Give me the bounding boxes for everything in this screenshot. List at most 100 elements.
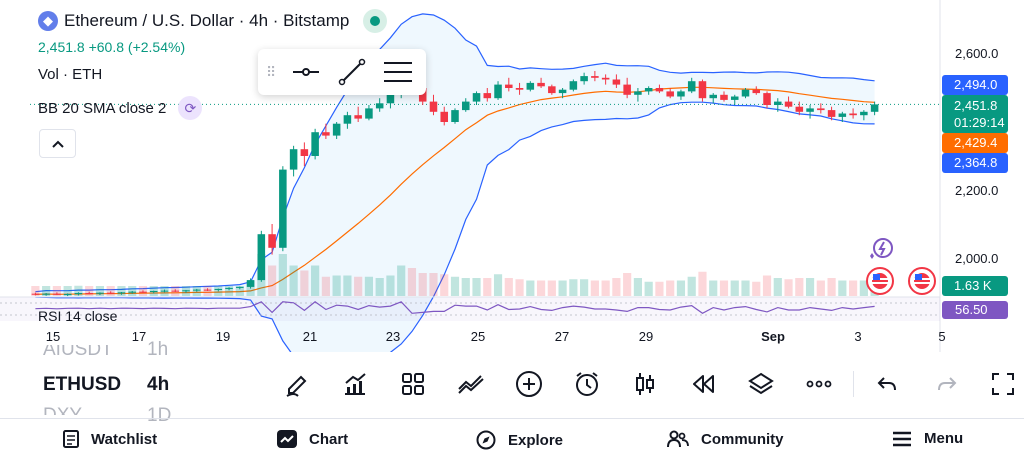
candle-body	[225, 287, 233, 289]
nav-explore[interactable]: Explore	[476, 430, 563, 450]
volume-bar	[773, 278, 782, 296]
nav-community[interactable]: Community	[667, 430, 784, 448]
us-flag-event-icon[interactable]	[908, 267, 936, 295]
volume-bar	[440, 274, 449, 296]
ethereum-icon: ◆	[38, 11, 58, 31]
chart-area[interactable]: ◆ Ethereum / U.S. Dollar · 4h · Bitstamp…	[0, 0, 1024, 352]
candle-body	[687, 81, 696, 92]
refresh-icon[interactable]: ⟳	[178, 96, 203, 120]
price-chart[interactable]	[0, 0, 1024, 352]
volume-bar	[106, 286, 115, 296]
alarm-icon[interactable]	[572, 369, 602, 399]
candle-body	[494, 84, 502, 99]
candle-body	[505, 84, 513, 88]
volume-bar	[321, 276, 330, 296]
candles-icon[interactable]	[630, 369, 660, 399]
volume-bar	[558, 280, 567, 296]
symbol-item[interactable]: AIUSDT	[43, 345, 113, 360]
nav-watchlist[interactable]: Watchlist	[63, 430, 157, 448]
toolbar-divider	[853, 371, 854, 397]
price-tick: 2,600.0	[955, 46, 999, 61]
symbol-item[interactable]: DXY	[43, 405, 82, 415]
candle-body	[666, 91, 674, 97]
volume-bar	[504, 278, 513, 296]
bollinger-legend[interactable]: BB 20 SMA close 2 ⟳	[38, 96, 203, 120]
timeframe-item[interactable]: 1D	[147, 405, 172, 426]
candle-body	[160, 290, 169, 292]
watchlist-icon	[63, 430, 79, 448]
candle-body	[526, 82, 535, 90]
compass-icon	[476, 430, 496, 450]
volume-bar	[752, 281, 761, 296]
candle-body	[730, 96, 739, 100]
candle-body	[817, 108, 825, 111]
fullscreen-icon[interactable]	[988, 369, 1018, 399]
volume-bar	[278, 254, 287, 296]
candle-body	[677, 91, 685, 97]
symbol-item-active[interactable]: ETHUSD	[43, 374, 122, 395]
volume-bar	[687, 276, 696, 296]
volume-bar	[332, 275, 341, 296]
pencil-icon[interactable]	[282, 369, 312, 399]
candle-body	[644, 88, 653, 92]
collapse-legend-button[interactable]	[39, 129, 76, 158]
candle-body	[580, 76, 588, 82]
horizontal-ray-icon[interactable]	[286, 52, 326, 92]
volume-bar	[515, 279, 524, 296]
volume-bar	[795, 278, 804, 296]
timeframe-item-active[interactable]: 4h	[147, 374, 170, 395]
trend-line-icon[interactable]	[332, 52, 372, 92]
volume-legend[interactable]: Vol · ETH	[38, 66, 103, 83]
volume-bar	[397, 265, 406, 296]
candle-body	[709, 94, 717, 99]
candle-body	[537, 82, 545, 87]
timeframe-item[interactable]: 1h	[147, 339, 169, 360]
candle-body	[268, 234, 276, 248]
candle-body	[182, 290, 190, 292]
last-price-value: 2,451.8	[954, 98, 998, 113]
parallel-channel-icon[interactable]	[378, 52, 418, 92]
candle-body	[741, 89, 750, 97]
grid-icon[interactable]	[398, 369, 428, 399]
candle-body	[322, 132, 330, 136]
rsi-legend[interactable]: RSI 14 close	[38, 308, 118, 324]
compare-icon[interactable]	[456, 369, 486, 399]
volume-bar	[300, 270, 309, 296]
candle-body	[171, 290, 180, 292]
rsi-value-label: 56.50	[942, 301, 1008, 319]
more-icon[interactable]	[804, 369, 834, 399]
volume-bar	[407, 268, 417, 296]
nav-chart[interactable]: Chart	[277, 430, 348, 448]
volume-bar	[117, 286, 126, 296]
volume-bar	[85, 286, 94, 296]
volume-bar	[63, 286, 72, 296]
undo-icon[interactable]	[872, 369, 902, 399]
volume-bar	[590, 280, 599, 296]
symbol-picker[interactable]: AIUSDT ETHUSD DXY	[43, 345, 183, 415]
replay-icon[interactable]	[688, 369, 718, 399]
date-tick: 3	[854, 329, 862, 344]
drawing-toolbar[interactable]: ⠿	[258, 49, 426, 95]
nav-menu[interactable]: Menu	[892, 430, 963, 447]
volume-bar	[709, 280, 718, 296]
volume-bar	[719, 280, 729, 296]
market-status-icon[interactable]	[363, 9, 388, 33]
symbol-title[interactable]: ◆ Ethereum / U.S. Dollar · 4h · Bitstamp	[38, 9, 388, 33]
nav-chart-label: Chart	[309, 430, 349, 448]
drag-handle-icon[interactable]: ⠿	[266, 63, 277, 80]
candle-body	[860, 111, 868, 116]
redo-icon[interactable]	[932, 369, 962, 399]
indicators-icon[interactable]	[340, 369, 370, 399]
candle-body	[784, 101, 793, 107]
ai-sparkle-icon[interactable]	[866, 236, 894, 264]
us-flag-event-icon[interactable]	[866, 267, 894, 295]
candle-body	[752, 89, 761, 94]
candle-body	[698, 81, 707, 99]
candle-body	[461, 101, 470, 111]
volume-value-label: 1.63 K	[942, 276, 1008, 296]
layers-icon[interactable]	[746, 369, 776, 399]
volume-bar	[827, 278, 836, 296]
volume-bar	[676, 280, 686, 296]
add-icon[interactable]	[514, 369, 544, 399]
volume-bar	[784, 279, 793, 296]
